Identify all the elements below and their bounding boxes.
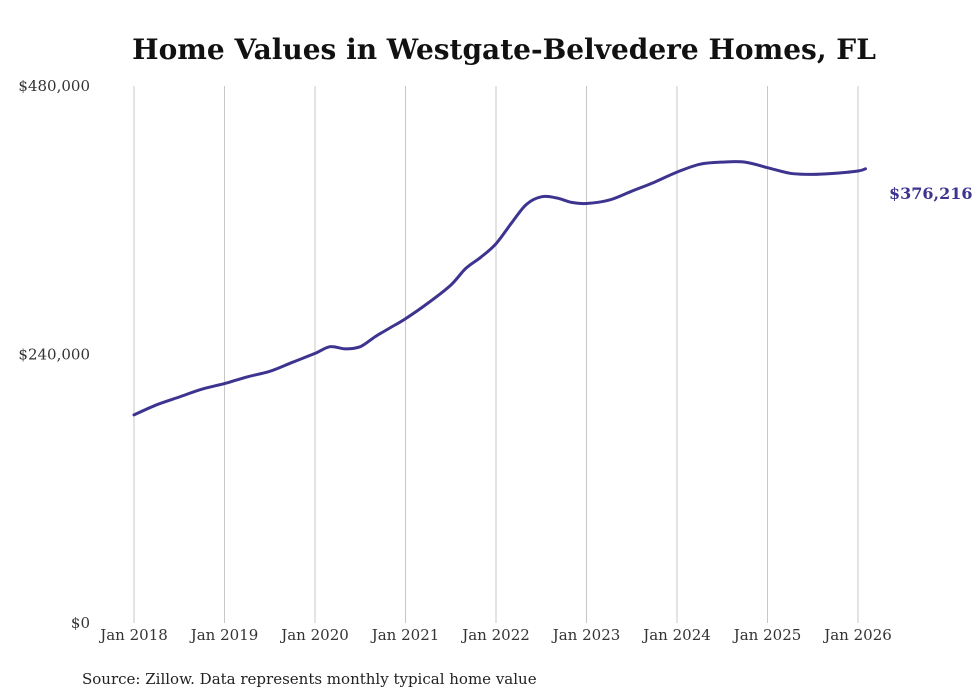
x-tick-label: Jan 2022 bbox=[460, 626, 530, 644]
x-tick-label: Jan 2021 bbox=[370, 626, 440, 644]
x-tick-label: Jan 2019 bbox=[189, 626, 259, 644]
y-tick-label: $240,000 bbox=[18, 346, 90, 364]
x-tick-label: Jan 2025 bbox=[732, 626, 802, 644]
x-tick-label: Jan 2026 bbox=[822, 626, 892, 644]
y-tick-label: $480,000 bbox=[18, 77, 90, 95]
y-axis-ticks: $0 $240,000 $480,000 bbox=[18, 77, 90, 632]
x-tick-label: Jan 2023 bbox=[551, 626, 621, 644]
end-value-label: $376,216 bbox=[889, 184, 973, 203]
y-tick-label: $0 bbox=[71, 614, 90, 632]
source-note: Source: Zillow. Data represents monthly … bbox=[82, 670, 537, 688]
series-line bbox=[132, 160, 867, 417]
x-tick-label: Jan 2024 bbox=[641, 626, 711, 644]
series-layer bbox=[132, 160, 867, 417]
x-axis-ticks: Jan 2018 Jan 2019 Jan 2020 Jan 2021 Jan 2022… bbox=[98, 626, 892, 644]
x-tick-label: Jan 2018 bbox=[98, 626, 168, 644]
x-tick-label: Jan 2020 bbox=[279, 626, 349, 644]
gridlines bbox=[133, 86, 859, 623]
chart-title: Home Values in Westgate-Belvedere Homes,… bbox=[132, 33, 876, 66]
